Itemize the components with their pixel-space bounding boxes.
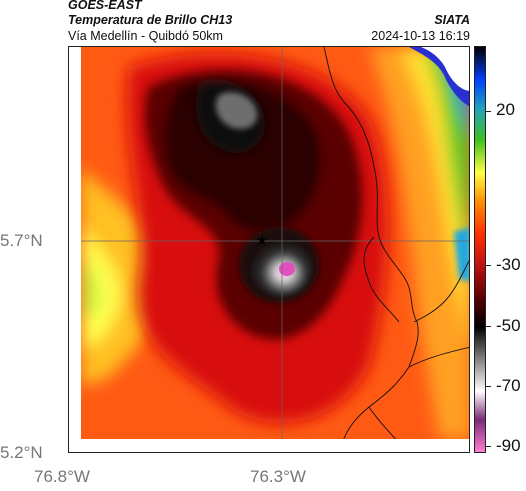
product-title: Temperatura de Brillo CH13	[68, 13, 233, 27]
colorbar-label-minus70: -70	[496, 376, 521, 395]
satellite-title: GOES-EAST	[68, 0, 142, 12]
lat-label-2: 5.2°N	[0, 443, 43, 462]
brightness-temperature-image: ★	[69, 47, 469, 452]
lat-label-1: 5.7°N	[0, 231, 43, 250]
organization-label: SIATA	[434, 13, 470, 27]
colorbar-label-20: 20	[496, 100, 515, 119]
colorbar-label-minus30: -30	[496, 255, 521, 274]
timestamp-label: 2024-10-13 16:19	[371, 29, 470, 43]
lon-label-2: 76.3°W	[250, 467, 306, 486]
lon-label-1: 76.8°W	[34, 467, 90, 486]
colorbar-label-minus90: -90	[496, 436, 521, 455]
star-icon: ★	[256, 233, 269, 249]
location-subtitle: Vía Medellín - Quibdó 50km	[68, 29, 223, 43]
colorbar	[474, 46, 486, 453]
border-line	[323, 47, 419, 452]
satellite-map: ★	[68, 46, 470, 453]
colorbar-label-minus50: -50	[496, 316, 521, 335]
